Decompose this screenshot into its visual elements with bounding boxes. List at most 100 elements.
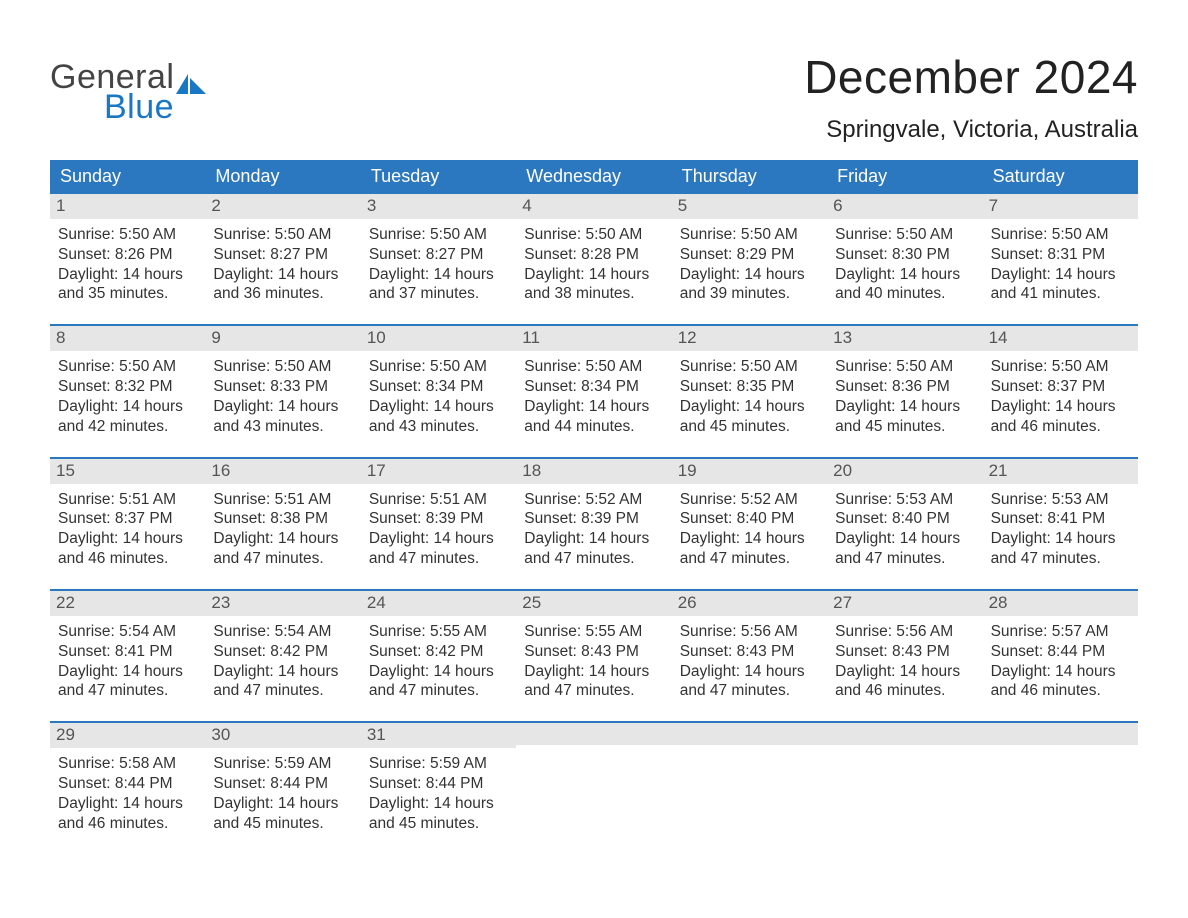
day-d2: and 47 minutes. <box>835 549 974 569</box>
day-d1: Daylight: 14 hours <box>680 529 819 549</box>
day-cell <box>672 723 827 837</box>
day-d1: Daylight: 14 hours <box>213 662 352 682</box>
day-sunset: Sunset: 8:36 PM <box>835 377 974 397</box>
weekday-thursday: Thursday <box>672 160 827 194</box>
day-body: Sunrise: 5:57 AMSunset: 8:44 PMDaylight:… <box>983 616 1138 705</box>
day-number: 5 <box>672 194 827 219</box>
day-d1: Daylight: 14 hours <box>991 529 1130 549</box>
day-sunset: Sunset: 8:37 PM <box>58 509 197 529</box>
day-cell: 20Sunrise: 5:53 AMSunset: 8:40 PMDayligh… <box>827 459 982 573</box>
day-sunset: Sunset: 8:40 PM <box>680 509 819 529</box>
day-d1: Daylight: 14 hours <box>369 265 508 285</box>
weekday-sunday: Sunday <box>50 160 205 194</box>
day-number: 23 <box>205 591 360 616</box>
day-d2: and 47 minutes. <box>369 549 508 569</box>
brand-word-2: Blue <box>104 88 206 127</box>
day-sunset: Sunset: 8:37 PM <box>991 377 1130 397</box>
day-d1: Daylight: 14 hours <box>213 265 352 285</box>
day-body: Sunrise: 5:54 AMSunset: 8:42 PMDaylight:… <box>205 616 360 705</box>
day-d1: Daylight: 14 hours <box>991 662 1130 682</box>
day-d1: Daylight: 14 hours <box>58 397 197 417</box>
day-number: 7 <box>983 194 1138 219</box>
day-sunset: Sunset: 8:29 PM <box>680 245 819 265</box>
day-sunrise: Sunrise: 5:50 AM <box>369 225 508 245</box>
day-cell: 21Sunrise: 5:53 AMSunset: 8:41 PMDayligh… <box>983 459 1138 573</box>
day-sunset: Sunset: 8:42 PM <box>213 642 352 662</box>
day-cell: 28Sunrise: 5:57 AMSunset: 8:44 PMDayligh… <box>983 591 1138 705</box>
day-sunset: Sunset: 8:26 PM <box>58 245 197 265</box>
day-sunrise: Sunrise: 5:55 AM <box>524 622 663 642</box>
day-d2: and 47 minutes. <box>524 549 663 569</box>
day-sunrise: Sunrise: 5:51 AM <box>58 490 197 510</box>
day-d1: Daylight: 14 hours <box>680 662 819 682</box>
day-cell: 12Sunrise: 5:50 AMSunset: 8:35 PMDayligh… <box>672 326 827 440</box>
day-cell: 4Sunrise: 5:50 AMSunset: 8:28 PMDaylight… <box>516 194 671 308</box>
day-number: 24 <box>361 591 516 616</box>
day-cell: 25Sunrise: 5:55 AMSunset: 8:43 PMDayligh… <box>516 591 671 705</box>
day-number: 12 <box>672 326 827 351</box>
weekday-saturday: Saturday <box>983 160 1138 194</box>
day-number: 25 <box>516 591 671 616</box>
day-d2: and 39 minutes. <box>680 284 819 304</box>
week-row: 1Sunrise: 5:50 AMSunset: 8:26 PMDaylight… <box>50 194 1138 308</box>
day-sunrise: Sunrise: 5:50 AM <box>524 357 663 377</box>
day-sunset: Sunset: 8:34 PM <box>369 377 508 397</box>
day-body: Sunrise: 5:59 AMSunset: 8:44 PMDaylight:… <box>205 748 360 837</box>
day-cell: 8Sunrise: 5:50 AMSunset: 8:32 PMDaylight… <box>50 326 205 440</box>
day-cell: 18Sunrise: 5:52 AMSunset: 8:39 PMDayligh… <box>516 459 671 573</box>
calendar: SundayMondayTuesdayWednesdayThursdayFrid… <box>50 160 1138 838</box>
day-body <box>827 745 982 815</box>
day-number: 26 <box>672 591 827 616</box>
day-body: Sunrise: 5:50 AMSunset: 8:35 PMDaylight:… <box>672 351 827 440</box>
day-number: 14 <box>983 326 1138 351</box>
day-d1: Daylight: 14 hours <box>58 529 197 549</box>
day-d1: Daylight: 14 hours <box>58 662 197 682</box>
day-d1: Daylight: 14 hours <box>991 397 1130 417</box>
day-number: 29 <box>50 723 205 748</box>
day-body: Sunrise: 5:50 AMSunset: 8:34 PMDaylight:… <box>361 351 516 440</box>
day-sunrise: Sunrise: 5:52 AM <box>524 490 663 510</box>
day-sunrise: Sunrise: 5:50 AM <box>524 225 663 245</box>
day-body: Sunrise: 5:54 AMSunset: 8:41 PMDaylight:… <box>50 616 205 705</box>
day-sunset: Sunset: 8:44 PM <box>58 774 197 794</box>
day-body: Sunrise: 5:55 AMSunset: 8:43 PMDaylight:… <box>516 616 671 705</box>
day-body: Sunrise: 5:50 AMSunset: 8:26 PMDaylight:… <box>50 219 205 308</box>
day-cell: 3Sunrise: 5:50 AMSunset: 8:27 PMDaylight… <box>361 194 516 308</box>
day-sunrise: Sunrise: 5:50 AM <box>835 357 974 377</box>
day-body: Sunrise: 5:51 AMSunset: 8:39 PMDaylight:… <box>361 484 516 573</box>
day-cell <box>827 723 982 837</box>
week-row: 22Sunrise: 5:54 AMSunset: 8:41 PMDayligh… <box>50 589 1138 705</box>
day-body <box>672 745 827 815</box>
day-number: 4 <box>516 194 671 219</box>
day-cell <box>983 723 1138 837</box>
day-d2: and 47 minutes. <box>991 549 1130 569</box>
day-number: 20 <box>827 459 982 484</box>
week-row: 8Sunrise: 5:50 AMSunset: 8:32 PMDaylight… <box>50 324 1138 440</box>
day-body: Sunrise: 5:50 AMSunset: 8:32 PMDaylight:… <box>50 351 205 440</box>
day-sunset: Sunset: 8:41 PM <box>58 642 197 662</box>
day-d1: Daylight: 14 hours <box>524 397 663 417</box>
day-d2: and 47 minutes. <box>369 681 508 701</box>
day-d2: and 45 minutes. <box>213 814 352 834</box>
day-d1: Daylight: 14 hours <box>524 662 663 682</box>
day-sunset: Sunset: 8:27 PM <box>369 245 508 265</box>
day-cell: 1Sunrise: 5:50 AMSunset: 8:26 PMDaylight… <box>50 194 205 308</box>
weekday-header-row: SundayMondayTuesdayWednesdayThursdayFrid… <box>50 160 1138 194</box>
day-body: Sunrise: 5:50 AMSunset: 8:30 PMDaylight:… <box>827 219 982 308</box>
day-number <box>827 723 982 745</box>
day-number: 30 <box>205 723 360 748</box>
day-d2: and 46 minutes. <box>58 549 197 569</box>
day-cell: 31Sunrise: 5:59 AMSunset: 8:44 PMDayligh… <box>361 723 516 837</box>
day-sunrise: Sunrise: 5:57 AM <box>991 622 1130 642</box>
day-d1: Daylight: 14 hours <box>213 529 352 549</box>
day-d2: and 38 minutes. <box>524 284 663 304</box>
day-body: Sunrise: 5:52 AMSunset: 8:39 PMDaylight:… <box>516 484 671 573</box>
day-sunrise: Sunrise: 5:56 AM <box>680 622 819 642</box>
day-body: Sunrise: 5:50 AMSunset: 8:36 PMDaylight:… <box>827 351 982 440</box>
day-cell: 27Sunrise: 5:56 AMSunset: 8:43 PMDayligh… <box>827 591 982 705</box>
day-sunset: Sunset: 8:30 PM <box>835 245 974 265</box>
day-sunset: Sunset: 8:32 PM <box>58 377 197 397</box>
day-d2: and 47 minutes. <box>213 549 352 569</box>
day-cell: 2Sunrise: 5:50 AMSunset: 8:27 PMDaylight… <box>205 194 360 308</box>
day-d2: and 47 minutes. <box>213 681 352 701</box>
